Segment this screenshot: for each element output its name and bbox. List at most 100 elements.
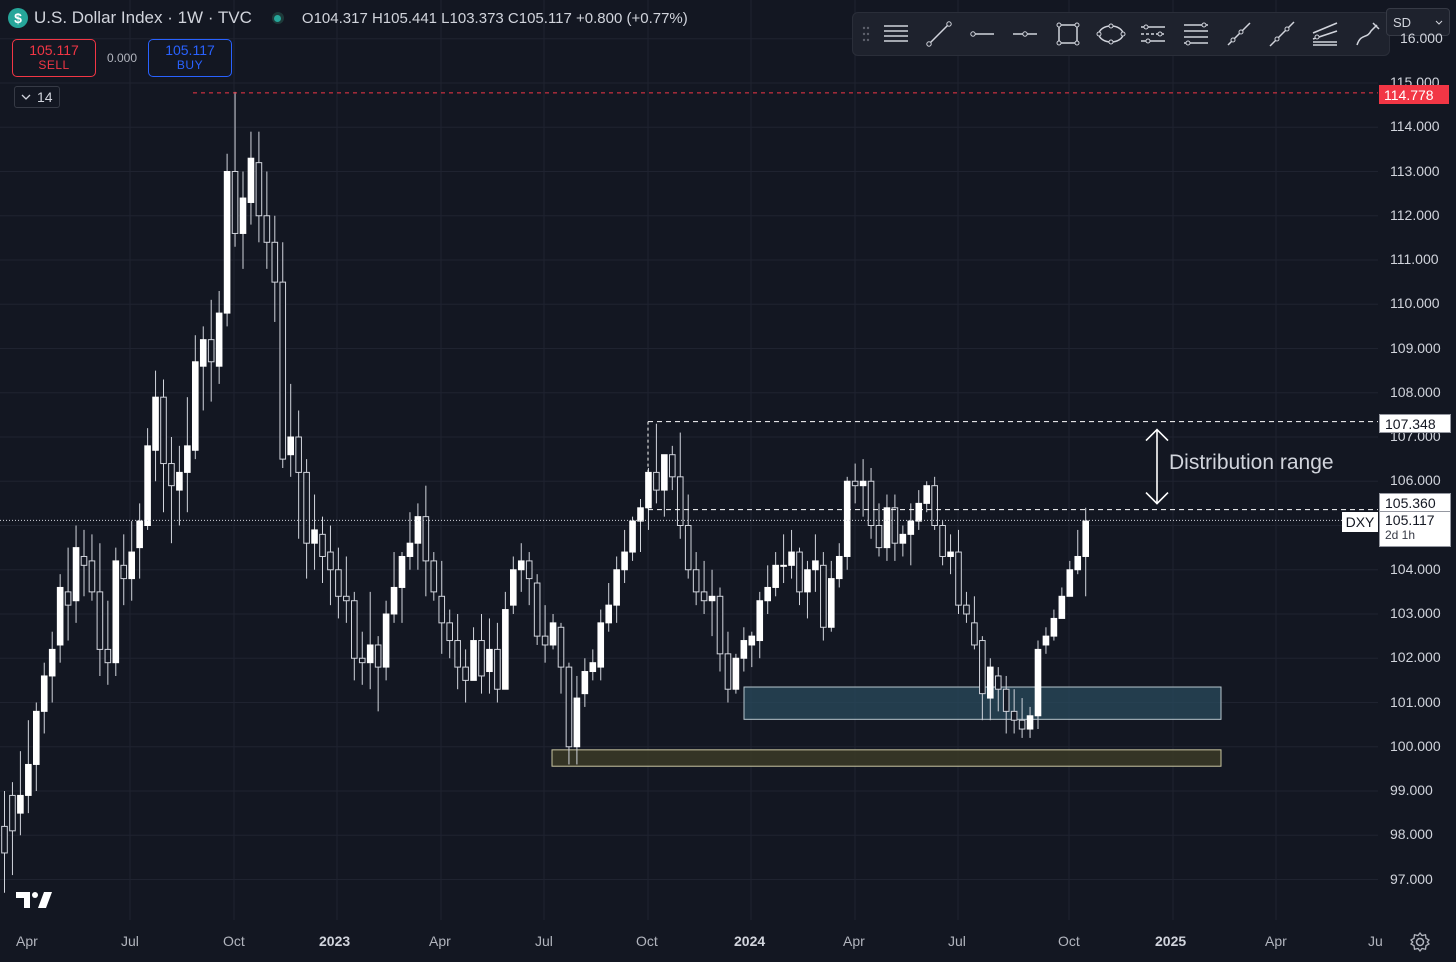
candle-body-up: [366, 644, 374, 664]
candle: [311, 494, 318, 570]
candle: [875, 503, 883, 557]
candle: [597, 609, 605, 681]
candle: [653, 423, 660, 504]
horizontal-lines-icon[interactable]: [875, 14, 918, 54]
distribution-range-label[interactable]: Distribution range: [1169, 451, 1334, 474]
candle: [804, 560, 811, 619]
candle: [112, 547, 120, 676]
trend-line-icon[interactable]: [918, 14, 961, 54]
candle: [40, 662, 48, 734]
chevron-down-icon: [21, 94, 31, 100]
candle-body-down: [820, 564, 827, 628]
candle-body-up: [788, 551, 795, 566]
candle: [851, 463, 859, 504]
candle: [923, 481, 931, 513]
fib-retracement-icon[interactable]: [1175, 14, 1218, 54]
candle: [470, 627, 477, 681]
parallel-channel-icon[interactable]: [1132, 14, 1175, 54]
candle: [565, 662, 573, 765]
candle-body-up: [144, 445, 151, 527]
extended-line-icon[interactable]: [1261, 14, 1304, 54]
candle-body-up: [414, 516, 422, 544]
candle-body-up: [764, 586, 772, 602]
tradingview-logo[interactable]: [16, 890, 52, 910]
candle-body-up: [510, 569, 517, 606]
candle: [843, 476, 851, 570]
candle-body-up: [470, 640, 477, 681]
candle: [223, 153, 231, 327]
price-tick: 16.000: [1400, 29, 1443, 46]
candle-body-down: [1, 825, 8, 854]
candle: [358, 631, 366, 685]
candle: [573, 675, 581, 765]
candle-body-up: [136, 520, 143, 549]
candle: [56, 574, 64, 663]
candle-body-up: [661, 454, 668, 491]
time-tick: Apr: [843, 933, 865, 949]
current-price: 105.117: [1385, 512, 1435, 528]
candle-body-up: [756, 600, 764, 642]
candle-body-up: [605, 604, 613, 624]
candle: [160, 379, 167, 513]
candle: [1034, 640, 1042, 730]
market-status-icon[interactable]: [271, 12, 284, 24]
buy-label: BUY: [176, 58, 204, 72]
candle: [207, 299, 215, 402]
zones-layer: [551, 686, 1222, 767]
candle-body-down: [120, 564, 128, 580]
candle-body-up: [1050, 617, 1058, 637]
candle-body-up: [740, 640, 748, 659]
candle-body-up: [152, 396, 159, 451]
candle-body-up: [613, 569, 620, 606]
candle: [1042, 627, 1050, 654]
candle: [676, 432, 684, 539]
candle: [931, 476, 938, 530]
candle: [589, 649, 597, 681]
horizontal-line-icon[interactable]: [1003, 14, 1046, 54]
candle-body-down: [279, 281, 287, 460]
candle: [96, 543, 104, 676]
candle-body-down: [207, 339, 215, 363]
candle-body-down: [541, 635, 549, 646]
sell-button[interactable]: 105.117 SELL: [12, 39, 96, 77]
candle: [199, 326, 207, 411]
candle: [48, 631, 56, 703]
candle: [1018, 698, 1026, 738]
candle-body-down: [462, 666, 469, 681]
ray-icon[interactable]: [1218, 14, 1261, 54]
candle-body-up: [40, 675, 48, 712]
settings-gear-icon[interactable]: [1409, 931, 1431, 953]
candle: [255, 131, 263, 243]
indicators-toggle[interactable]: 14: [14, 86, 60, 108]
ellipse-icon[interactable]: [1089, 14, 1132, 54]
time-tick: Ju: [1368, 933, 1383, 949]
candle-body-up: [287, 436, 294, 456]
current-price-tag: 105.117 2d 1h: [1379, 511, 1451, 547]
candle: [637, 498, 644, 553]
candle-body-up: [581, 671, 589, 695]
candle: [247, 131, 255, 225]
horizontal-ray-icon[interactable]: [961, 14, 1004, 54]
symbol-title[interactable]: U.S. Dollar Index · 1W · TVC: [34, 8, 252, 27]
candle-body-up: [1034, 648, 1042, 717]
brush-icon[interactable]: [1346, 14, 1389, 54]
candle: [192, 335, 199, 460]
candle-body-down: [231, 171, 239, 234]
double-arrow-icon[interactable]: [1145, 428, 1169, 505]
currency-selector[interactable]: SD: [1386, 8, 1450, 36]
candle-body-up: [398, 555, 406, 588]
buy-button[interactable]: 105.117 BUY: [148, 39, 232, 77]
regression-icon[interactable]: [1303, 14, 1346, 54]
price-tick: 104.000: [1390, 560, 1441, 577]
candle-body-down: [374, 644, 382, 668]
rectangle-icon[interactable]: [1046, 14, 1089, 54]
candle: [740, 627, 748, 672]
candle: [732, 653, 740, 694]
drag-handle-icon[interactable]: [857, 26, 875, 42]
candle-body-down: [9, 794, 16, 832]
candle: [295, 410, 302, 539]
candle: [1026, 706, 1034, 738]
candle: [788, 529, 795, 579]
candle: [947, 534, 954, 575]
